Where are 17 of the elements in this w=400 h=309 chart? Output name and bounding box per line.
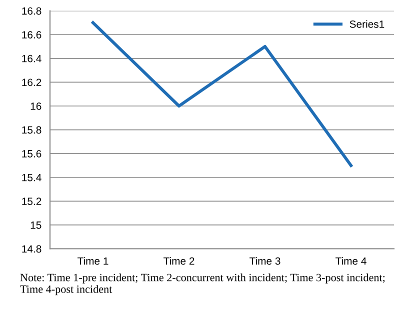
y-tick-label: 16.2 xyxy=(22,78,42,86)
y-tick-label: 16.8 xyxy=(22,7,42,15)
x-tick-label: Time 1 xyxy=(78,257,108,265)
y-tick-label: 15.4 xyxy=(22,174,42,182)
x-tick-label: Time 2 xyxy=(164,257,194,265)
y-tick-label: 16.6 xyxy=(22,31,42,38)
x-tick-label: Time 3 xyxy=(250,257,280,265)
y-tick-label: 15 xyxy=(30,222,42,229)
y-tick-label: 14.8 xyxy=(22,245,42,253)
y-tick-label: 15.2 xyxy=(22,198,42,206)
text: Note: Time 1-pre incident; Time 2-concurrent with incident; Time 3-post incident; Time 4-post incident xyxy=(20,273,385,296)
y-tick-label: 15.6 xyxy=(22,150,42,158)
y-tick-label: 16.4 xyxy=(22,54,42,62)
y-tick-label: 16 xyxy=(30,102,42,110)
y-tick-label: 15.8 xyxy=(22,126,42,134)
x-tick-label: Time 4 xyxy=(336,257,366,265)
legend-label: Series1 xyxy=(350,20,384,28)
